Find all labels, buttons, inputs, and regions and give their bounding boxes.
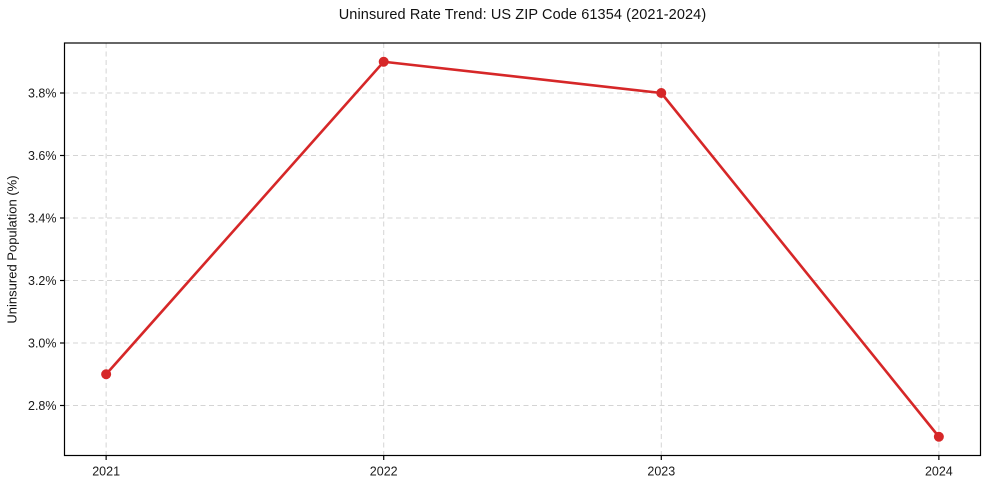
y-tick-label-3: 3.0% bbox=[28, 336, 57, 350]
data-point-2024 bbox=[933, 431, 944, 442]
y-tick-label-3.4: 3.4% bbox=[28, 211, 57, 225]
y-tick-label-3.6: 3.6% bbox=[28, 149, 57, 163]
y-tick-label-2.8: 2.8% bbox=[28, 399, 57, 413]
data-point-2021 bbox=[101, 369, 112, 380]
x-tick-label-2021: 2021 bbox=[92, 465, 120, 479]
data-point-2022 bbox=[378, 56, 389, 67]
x-tick-label-2022: 2022 bbox=[370, 465, 398, 479]
chart-title: Uninsured Rate Trend: US ZIP Code 61354 … bbox=[338, 7, 707, 23]
series-line-0 bbox=[104, 60, 941, 439]
y-tick-label-3.8: 3.8% bbox=[28, 86, 57, 100]
y-tick-label-3.2: 3.2% bbox=[28, 274, 57, 288]
data-point-2023 bbox=[656, 88, 667, 98]
x-tick-label-2024: 2024 bbox=[925, 465, 953, 479]
plot-frame bbox=[63, 42, 982, 457]
x-tick-label-2023: 2023 bbox=[647, 465, 675, 479]
